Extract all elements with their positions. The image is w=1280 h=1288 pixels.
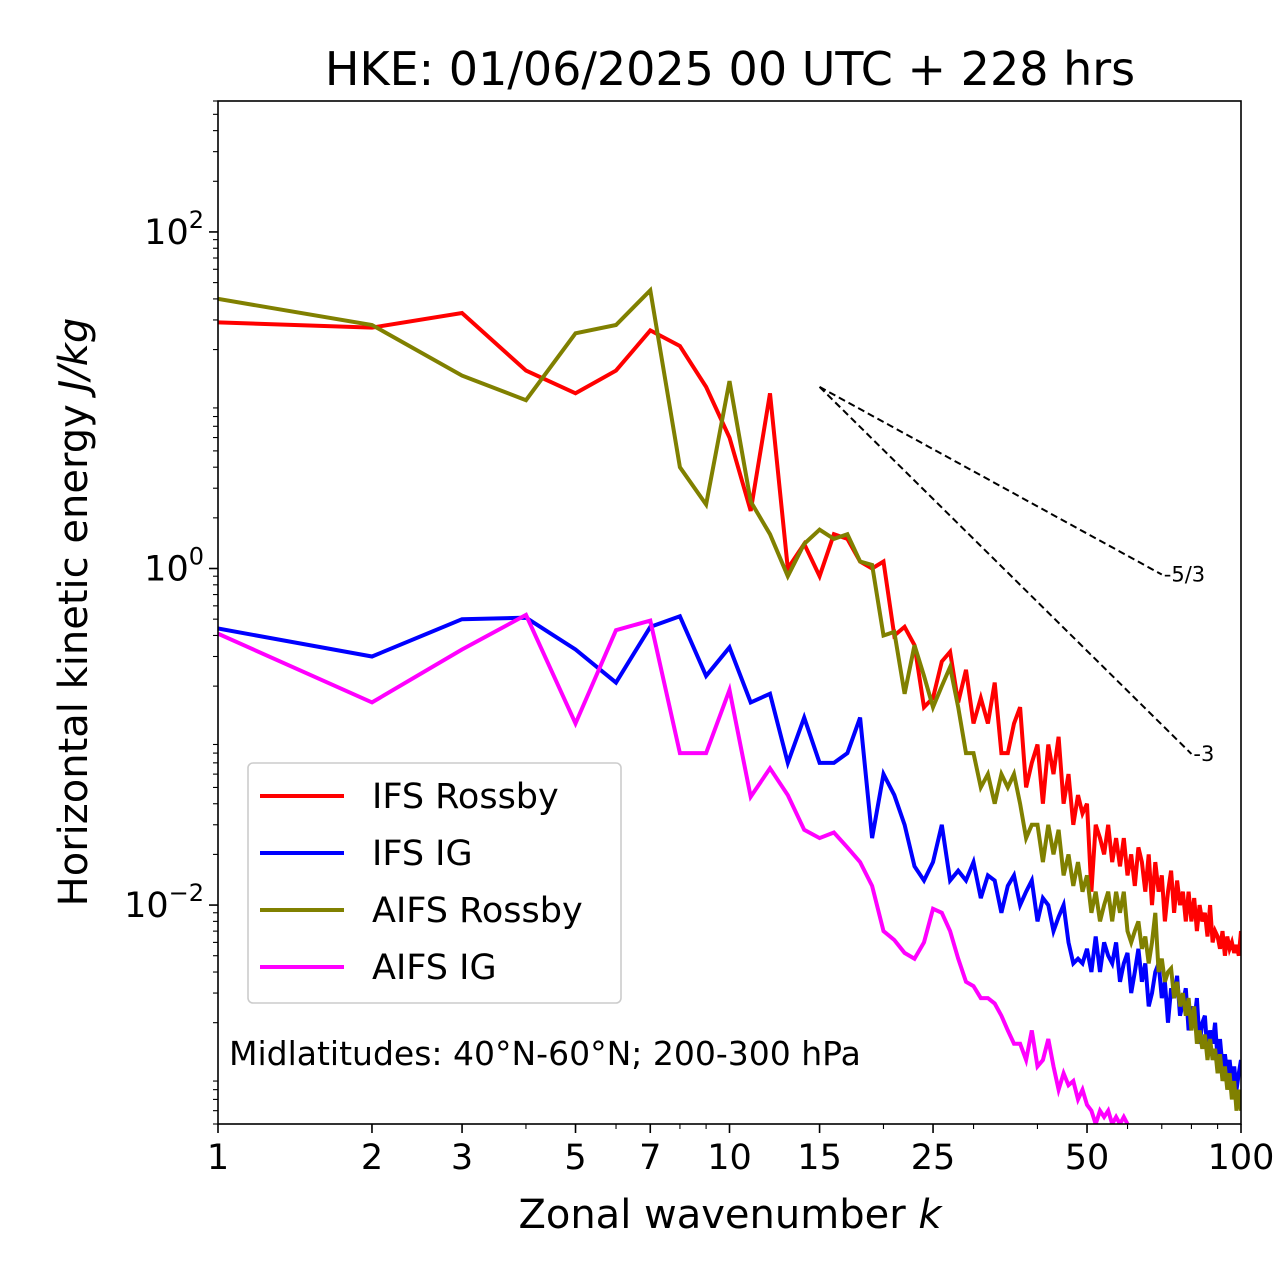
y-tick-labels: 10−2 100 102 <box>124 206 204 926</box>
y-tick-label: 100 <box>144 543 204 590</box>
y-axis-label: Horizontal kinetic energy J/kg <box>51 318 97 907</box>
legend-item: IFS Rossby <box>260 777 559 817</box>
x-tick-label: 100 <box>1208 1138 1275 1178</box>
x-tick-label: 15 <box>797 1138 842 1178</box>
x-tick-label: 25 <box>911 1138 956 1178</box>
x-tick-label: 2 <box>361 1138 383 1178</box>
major-ticks <box>209 231 1242 1133</box>
x-tick-label: 1 <box>207 1138 229 1178</box>
y-axis-label-units: J/kg <box>51 318 97 399</box>
legend-label: AIFS Rossby <box>372 891 583 931</box>
series-line-aifs-ig <box>218 612 1130 1124</box>
x-tick-label: 50 <box>1065 1138 1110 1178</box>
legend-item: IFS IG <box>260 834 473 874</box>
x-tick-label: 5 <box>564 1138 586 1178</box>
y-tick-label: 10−2 <box>124 879 204 926</box>
plot-frame <box>217 100 1242 1125</box>
legend-label: AIFS IG <box>372 948 497 988</box>
legend-items: IFS Rossby IFS IG AIFS Rossby AIFS IG <box>260 777 583 988</box>
x-tick-label: 7 <box>639 1138 661 1178</box>
x-tick-labels: 1 2 3 5 7 10 15 25 50 100 <box>207 1138 1275 1178</box>
legend-label: IFS Rossby <box>372 777 559 817</box>
reference-slope-labels: -5/3 -3 <box>1164 563 1215 766</box>
reference-slope-label-0: -5/3 <box>1164 563 1205 587</box>
x-axis-label: Zonal wavenumber k <box>518 1192 943 1238</box>
reference-slope-line-0 <box>819 386 1163 576</box>
legend-item: AIFS IG <box>260 948 497 988</box>
legend-item: AIFS Rossby <box>260 891 583 931</box>
x-axis-label-text: Zonal wavenumber <box>518 1192 906 1238</box>
x-tick-label: 3 <box>451 1138 473 1178</box>
legend-box <box>247 762 622 1004</box>
reference-slope-lines <box>818 386 1193 755</box>
x-axis-label-var: k <box>918 1192 943 1238</box>
plot-area <box>218 286 1241 1124</box>
reference-slope-line-1 <box>818 386 1193 755</box>
chart-title: HKE: 01/06/2025 00 UTC + 228 hrs <box>325 42 1135 96</box>
y-tick-label: 102 <box>144 206 204 253</box>
y-axis-label-text: Horizontal kinetic energy <box>51 404 97 906</box>
reference-slope-label-1: -3 <box>1193 742 1214 766</box>
minor-ticks <box>213 100 1219 1129</box>
region-annotation: Midlatitudes: 40°N-60°N; 200-300 hPa <box>229 1034 861 1073</box>
x-tick-label: 10 <box>707 1138 752 1178</box>
legend: IFS Rossby IFS IG AIFS Rossby AIFS IG <box>247 762 622 1004</box>
series-layer <box>218 286 1241 1124</box>
legend-label: IFS IG <box>372 834 473 874</box>
series-line-aifs-rossby <box>218 286 1241 1111</box>
